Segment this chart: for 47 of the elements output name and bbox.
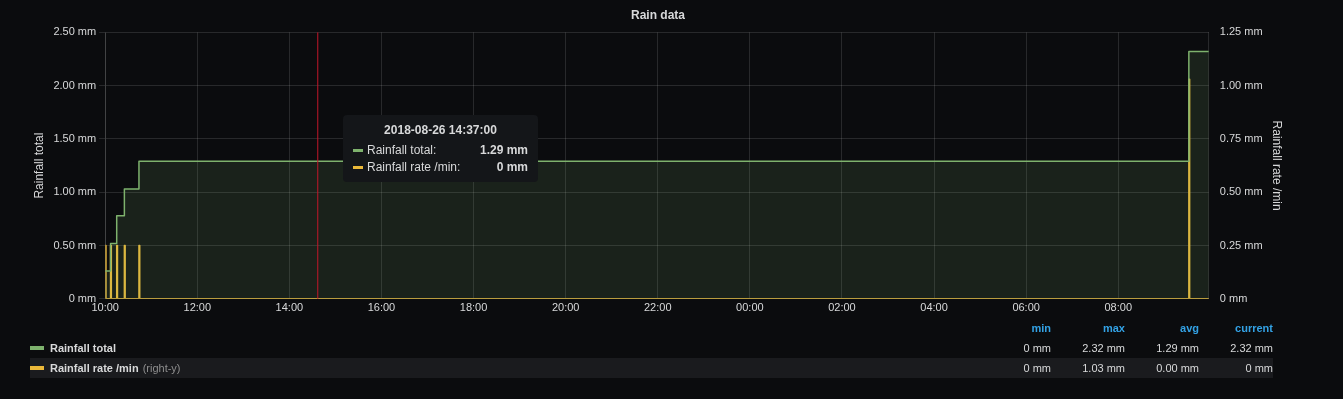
annotation: 0 mm xyxy=(496,160,528,174)
y-tick-label: 2.50 mm xyxy=(53,25,97,38)
legend-label: Rainfall rate /min xyxy=(50,362,139,374)
annotation: Rainfall rate /min: xyxy=(367,160,461,174)
x-tick-label: 16:00 xyxy=(367,301,396,314)
x-tick-label: 14:00 xyxy=(275,301,304,314)
text: 1.29 mm xyxy=(1155,342,1199,354)
annotation: Rainfall total: xyxy=(367,143,437,157)
text: (right-y) xyxy=(142,362,181,374)
annotation: 1.29 mm xyxy=(479,143,528,157)
y-tick-label: 0.50 mm xyxy=(53,238,97,251)
y2-tick-label: 0.75 mm xyxy=(1219,131,1263,144)
x-tick-label: 10:00 xyxy=(91,301,119,314)
text: 0 mm xyxy=(1244,362,1273,374)
y-axis-title: Rainfall total xyxy=(31,132,46,199)
y-tick-label: 1.00 mm xyxy=(53,185,97,198)
text: avg xyxy=(1179,322,1199,336)
legend-label: Rainfall total xyxy=(50,342,117,354)
text: 0 mm xyxy=(1022,342,1051,354)
y-tick-label: 0 mm xyxy=(68,291,97,304)
x-tick-label: 20:00 xyxy=(551,301,580,314)
text: 2.32 mm xyxy=(1081,342,1125,354)
y-tick-label: 1.50 mm xyxy=(53,131,97,144)
y2-tick-label: 0 mm xyxy=(1219,291,1248,304)
x-tick-label: 02:00 xyxy=(828,301,856,314)
x-tick-label: 04:00 xyxy=(920,301,948,314)
y2-tick-label: 1.00 mm xyxy=(1219,78,1263,91)
x-tick-label: 12:00 xyxy=(183,301,212,314)
x-tick-label: 08:00 xyxy=(1104,301,1133,314)
text: 0.00 mm xyxy=(1155,362,1199,374)
y2-tick-label: 0.25 mm xyxy=(1219,238,1263,251)
y2-axis-title: Rainfall rate /min xyxy=(1270,120,1285,211)
y2-tick-label: 0.50 mm xyxy=(1219,185,1263,198)
text: max xyxy=(1101,322,1125,336)
text: 1.03 mm xyxy=(1081,362,1125,374)
chart-title: Rain data xyxy=(630,7,686,22)
text: current xyxy=(1234,322,1273,336)
text: 0 mm xyxy=(1022,362,1051,374)
x-tick-label: 00:00 xyxy=(736,301,764,314)
text: 2.32 mm xyxy=(1229,342,1273,354)
x-tick-label: 18:00 xyxy=(459,301,488,314)
x-tick-label: 22:00 xyxy=(644,301,672,314)
x-tick-label: 06:00 xyxy=(1012,301,1040,314)
annotation: 2018-08-26 14:37:00 xyxy=(383,123,498,137)
y2-tick-label: 1.25 mm xyxy=(1219,25,1263,38)
text: min xyxy=(1030,322,1051,336)
y-tick-label: 2.00 mm xyxy=(53,78,97,91)
